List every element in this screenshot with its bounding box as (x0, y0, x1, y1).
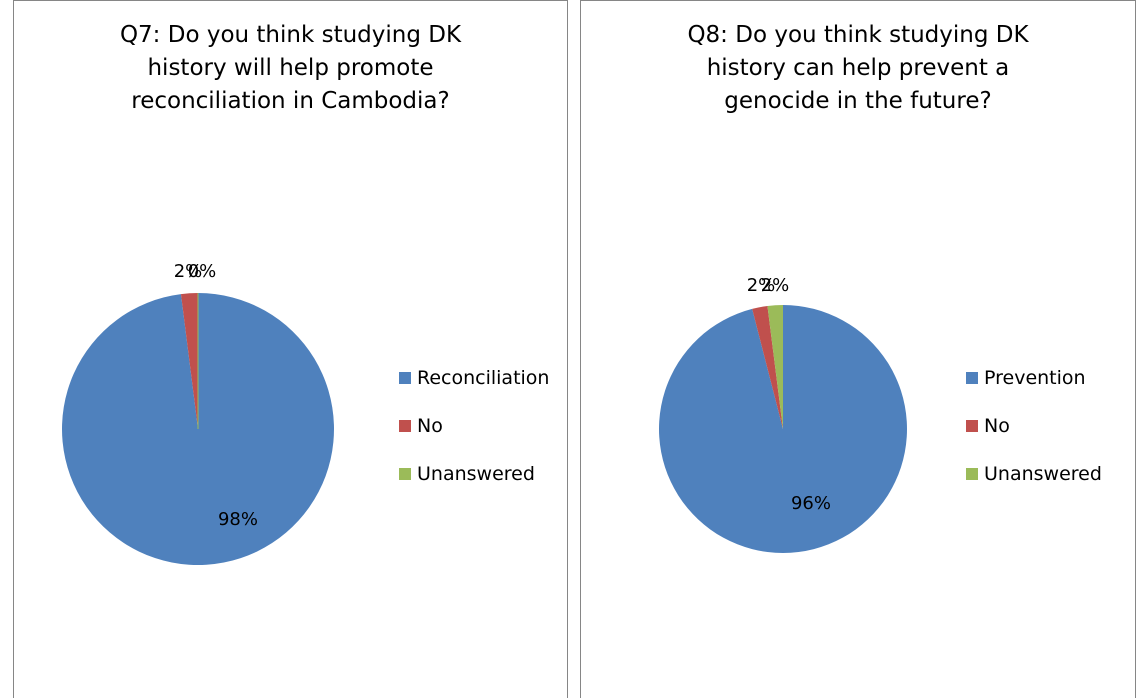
legend-label: Unanswered (417, 463, 535, 485)
chart-title: Q8: Do you think studying DK history can… (621, 19, 1095, 118)
legend-swatch (966, 420, 978, 432)
pie-slice-prevention (658, 305, 907, 553)
legend-swatch (399, 420, 411, 432)
chart-legend: Prevention No Unanswered (966, 366, 1102, 510)
chart-panel-q8: Q8: Do you think studying DK history can… (580, 0, 1136, 698)
legend-label: Reconciliation (417, 367, 550, 389)
chart-title-line: history will help promote (147, 55, 434, 81)
data-label: 2% (747, 275, 776, 296)
chart-panel-q7: Q7: Do you think studying DK history wil… (13, 0, 568, 698)
legend-label: No (984, 415, 1010, 437)
legend-item-reconciliation: Reconciliation (399, 366, 549, 390)
data-label: 2% (174, 261, 203, 282)
legend-label: Unanswered (984, 463, 1102, 485)
data-label: 2% (761, 275, 790, 296)
legend-swatch (399, 372, 411, 384)
data-label: 98% (218, 509, 258, 530)
pie-slice-unanswered (767, 305, 783, 429)
legend-swatch (966, 372, 978, 384)
data-label: 0% (188, 261, 217, 282)
chart-title-line: Q8: Do you think studying DK (687, 22, 1029, 48)
pie-slice-no (180, 293, 198, 429)
legend-swatch (966, 468, 978, 480)
legend-label: No (417, 415, 443, 437)
chart-title-line: reconciliation in Cambodia? (131, 88, 450, 114)
legend-item-unanswered: Unanswered (399, 462, 549, 486)
legend-label: Prevention (984, 367, 1086, 389)
legend-item-unanswered: Unanswered (966, 462, 1102, 486)
chart-title-line: Q7: Do you think studying DK (119, 22, 462, 48)
legend-item-prevention: Prevention (966, 366, 1102, 390)
legend-item-no: No (399, 414, 549, 438)
chart-title: Q7: Do you think studying DK history wil… (54, 19, 527, 118)
data-label: 96% (791, 493, 831, 514)
chart-legend: Reconciliation No Unanswered (399, 366, 549, 510)
pie-slice-no (752, 305, 783, 429)
legend-swatch (399, 468, 411, 480)
legend-item-no: No (966, 414, 1102, 438)
chart-title-line: genocide in the future? (724, 88, 992, 114)
pie-chart: 96% 2%2% (658, 275, 907, 553)
pie-chart: 98% 2%0% (61, 261, 334, 565)
chart-title-line: history can help prevent a (706, 55, 1010, 81)
